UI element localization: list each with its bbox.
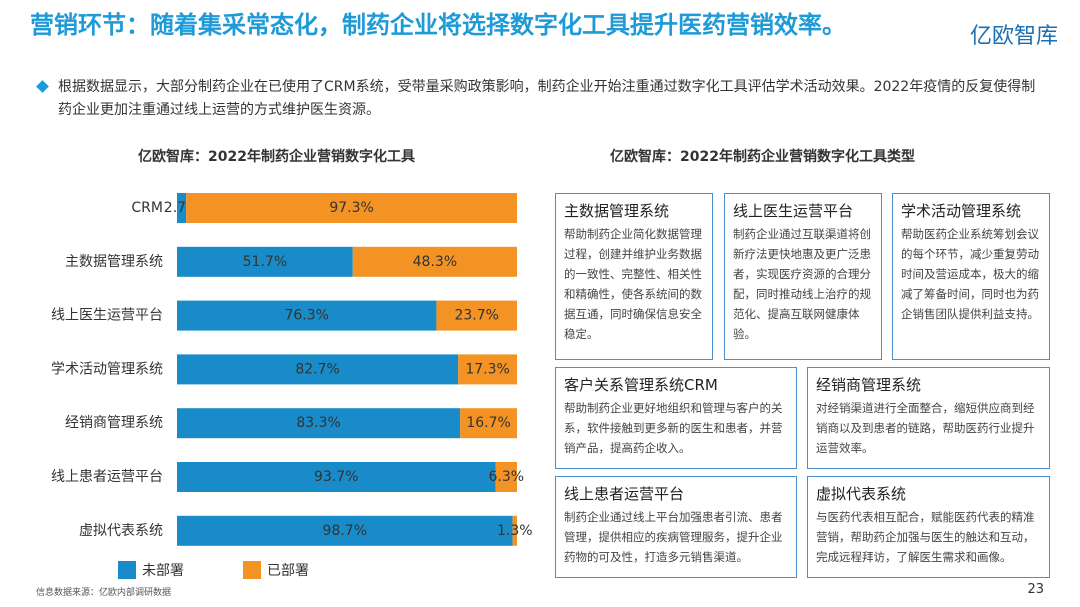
y-tick-label: 线上患者运营平台 xyxy=(51,469,163,485)
legend-swatch xyxy=(118,561,136,579)
data-label: 6.3% xyxy=(489,469,525,485)
chart: CRM 2.7% 97.3%主数据管理系统 51.7% 48.3%线上医生运营平台 76.… xyxy=(51,193,533,579)
bullet-text: 根据数据显示，大部分制药企业在已使用了CRM系统，受带量采购政策影响，制药企业开… xyxy=(58,79,1036,118)
box-text: 制药企业通过线上平台加强患者引流、患者管理，提供相应的疾病管理服务，提升企业药物… xyxy=(564,510,783,564)
bar-segment xyxy=(460,408,517,439)
y-tick-label: 学术活动管理系统 xyxy=(51,361,163,377)
bar-segment xyxy=(177,408,461,439)
bar-segment xyxy=(177,246,353,277)
bar-segment xyxy=(177,193,187,223)
box-title: 经销商管理系统 xyxy=(816,376,922,394)
y-tick-label: 主数据管理系统 xyxy=(65,254,163,270)
legend-swatch xyxy=(243,561,261,579)
box-text: 对经销渠道进行全面整合，缩短供应商到经销商以及到患者的链路，帮助医药行业提升运营… xyxy=(816,401,1035,455)
y-tick-label: CRM xyxy=(131,200,163,216)
bar-segment xyxy=(177,462,496,492)
bar-segment xyxy=(512,515,517,546)
legend-label: 未部署 xyxy=(142,563,184,579)
box-title: 虚拟代表系统 xyxy=(816,485,907,503)
bar-segment xyxy=(495,462,517,492)
data-label: 51.7% xyxy=(243,254,287,270)
tool-box: 经销商管理系统对经销渠道进行全面整合，缩短供应商到经销商以及到患者的链路，帮助医… xyxy=(807,367,1050,469)
box-title: 线上患者运营平台 xyxy=(564,485,685,503)
data-label: 97.3% xyxy=(329,200,373,216)
tool-box: 主数据管理系统帮助制药企业简化数据管理过程，创建并维护业务数据的一致性、完整性、… xyxy=(555,193,713,360)
box-text: 与医药代表相互配合，赋能医药代表的精准营销，帮助药企加强与医生的触达和互动，完成… xyxy=(816,510,1035,564)
y-tick-label: 经销商管理系统 xyxy=(65,415,163,431)
source: 信息数据来源：亿欧内部调研数据 xyxy=(36,588,172,598)
data-label: 1.3% xyxy=(497,523,533,539)
box-text: 帮助医药企业系统筹划会议的每个环节，减少重复劳动时间及营运成本，极大的缩减了筹备… xyxy=(901,227,1039,321)
data-label: 48.3% xyxy=(413,254,457,270)
panel-title: 亿欧智库：2022年制药企业营销数字化工具类型 xyxy=(610,149,915,165)
box-title: 客户关系管理系统CRM xyxy=(564,376,718,394)
box-text: 制药企业通过互联渠道将创新疗法更快地惠及更广泛患者，实现医疗资源的合理分配，同时… xyxy=(733,227,871,341)
tool-box: 虚拟代表系统与医药代表相互配合，赋能医药代表的精准营销，帮助药企加强与医生的触达… xyxy=(807,476,1050,578)
box-title: 学术活动管理系统 xyxy=(901,202,1022,220)
chart-title: 亿欧智库：2022年制药企业营销数字化工具 xyxy=(138,149,415,165)
data-label: 83.3% xyxy=(296,415,340,431)
legend-label: 已部署 xyxy=(267,563,309,579)
bar-segment xyxy=(352,246,517,277)
data-label: 16.7% xyxy=(466,415,510,431)
bar-segment xyxy=(458,354,517,385)
bar-segment xyxy=(177,515,513,546)
bar-segment xyxy=(436,300,517,331)
bar-segment xyxy=(177,300,437,331)
box-title: 主数据管理系统 xyxy=(564,202,670,220)
data-label: 17.3% xyxy=(465,361,509,377)
data-label: 82.7% xyxy=(295,361,339,377)
logo: 亿欧智库 xyxy=(969,24,1058,49)
box-title: 线上医生运营平台 xyxy=(733,202,854,220)
tool-box: 学术活动管理系统帮助医药企业系统筹划会议的每个环节，减少重复劳动时间及营运成本，… xyxy=(892,193,1050,360)
box-text: 帮助制药企业更好地组织和管理与客户的关系，软件接触到更多新的医生和患者，并营销产… xyxy=(564,401,783,455)
data-label: 93.7% xyxy=(314,469,358,485)
y-tick-label: 虚拟代表系统 xyxy=(79,523,163,539)
bar-segment xyxy=(177,354,459,385)
data-label: 76.3% xyxy=(284,308,328,324)
tool-box: 客户关系管理系统CRM 帮助制药企业更好地组织和管理与客户的关系，软件接触到更多新… xyxy=(555,367,797,469)
tool-box: 线上医生运营平台制药企业通过互联渠道将创新疗法更快地惠及更广泛患者，实现医疗资源… xyxy=(724,193,882,360)
y-tick-label: 线上医生运营平台 xyxy=(51,308,163,324)
box-text: 帮助制药企业简化数据管理过程，创建并维护业务数据的一致性、完整性、相关性和精确性… xyxy=(564,227,702,341)
data-label: 98.7% xyxy=(323,523,367,539)
bar-segment xyxy=(186,193,517,223)
slide-title: 营销环节：随着集采常态化，制药企业将选择数字化工具提升医药营销效率。 xyxy=(30,11,846,39)
bullet-icon xyxy=(36,80,49,93)
tool-box: 线上患者运营平台制药企业通过线上平台加强患者引流、患者管理，提供相应的疾病管理服… xyxy=(555,476,797,578)
page-number: 23 xyxy=(1027,582,1044,597)
data-label: 23.7% xyxy=(454,308,498,324)
